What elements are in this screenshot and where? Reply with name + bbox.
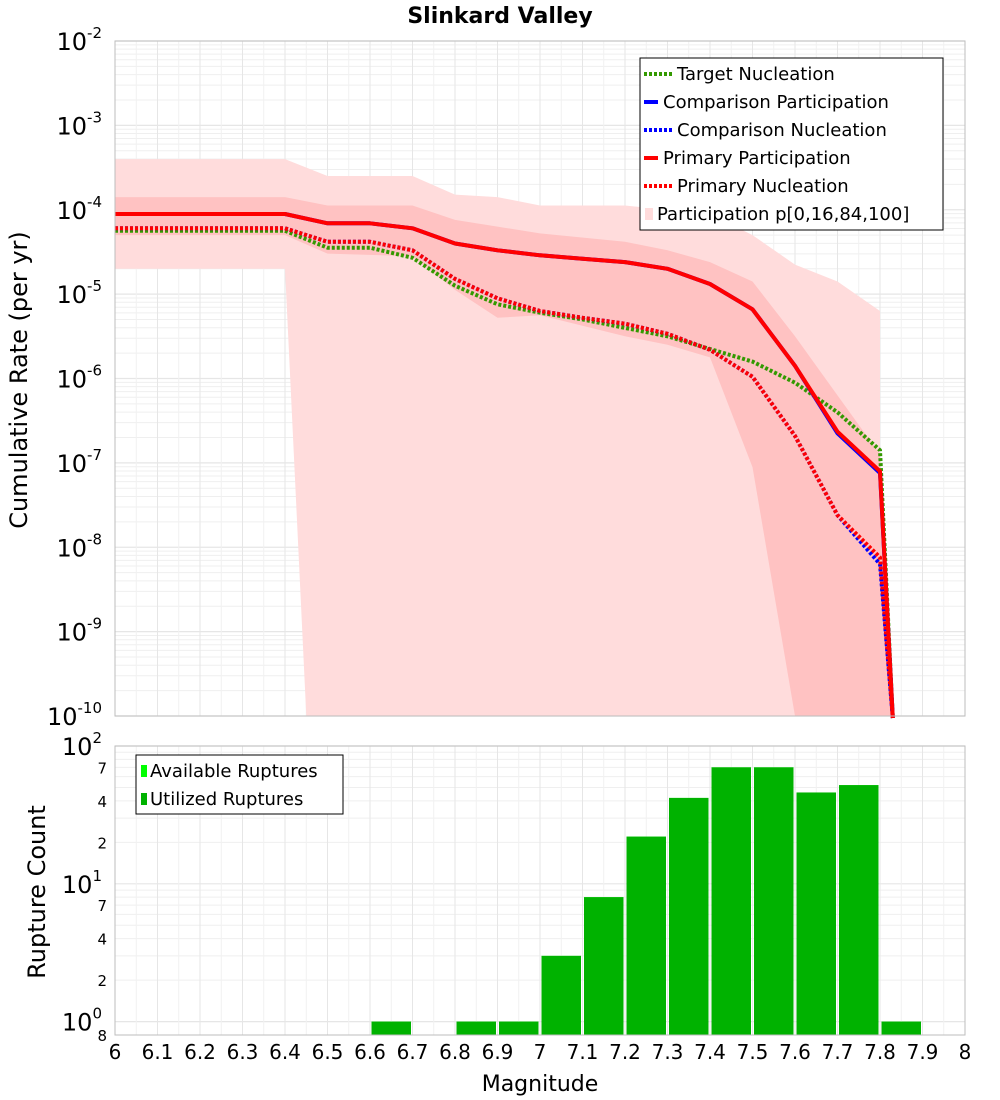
bar-utilized-ruptures <box>669 797 709 1035</box>
rate-legend-box <box>639 57 944 231</box>
legend-label: Comparison Nucleation <box>677 120 887 141</box>
rate-y-tick-label: 10-6 <box>56 362 102 394</box>
rate-y-tick-label: 10-10 <box>47 699 102 731</box>
bar-utilized-ruptures <box>796 792 836 1035</box>
rate-plot-frame <box>114 40 966 717</box>
rupture-y-minor-tick-label: 7 <box>97 759 107 777</box>
magnitude-tick-label: 6.6 <box>354 1040 386 1064</box>
rate-y-tick-label: 10-2 <box>56 24 102 56</box>
rate-y-tick-label: 10-5 <box>56 277 102 309</box>
magnitude-tick-label: 7.9 <box>907 1040 939 1064</box>
magnitude-tick-label: 6.8 <box>439 1040 471 1064</box>
magnitude-tick-label: 7.3 <box>652 1040 684 1064</box>
magnitude-x-axis-label: Magnitude <box>482 1072 599 1097</box>
bar-utilized-ruptures <box>456 1021 496 1035</box>
magnitude-tick-label: 7.4 <box>694 1040 726 1064</box>
legend-swatch <box>645 208 653 220</box>
series-primary-nucleation <box>115 226 895 719</box>
rupture-y-axis-label: Rupture Count <box>23 805 51 979</box>
rate-y-tick-label: 10-9 <box>56 615 102 647</box>
bar-utilized-ruptures <box>711 767 751 1035</box>
legend-label: Available Ruptures <box>150 761 318 782</box>
magnitude-tick-label: 7.6 <box>779 1040 811 1064</box>
rupture-legend-box <box>135 754 344 815</box>
rupture-y-minor-tick-label: 8 <box>97 1027 107 1045</box>
rupture-y-minor-tick-label: 4 <box>97 793 107 811</box>
rate-y-tick-label: 10-3 <box>56 108 102 140</box>
rupture-y-major-tick-label: 101 <box>62 867 102 899</box>
magnitude-tick-label: 7.7 <box>822 1040 854 1064</box>
bar-utilized-ruptures <box>754 767 794 1035</box>
magnitude-tick-label: 6.3 <box>227 1040 259 1064</box>
bar-utilized-ruptures <box>584 897 624 1035</box>
rate-y-axis-label: Cumulative Rate (per yr) <box>5 231 33 529</box>
rupture-bars <box>371 767 921 1035</box>
legend-label: Primary Nucleation <box>677 176 849 197</box>
legend-label: Participation p[0,16,84,100] <box>657 204 909 225</box>
legend-swatch <box>141 765 147 777</box>
legend-label: Comparison Participation <box>663 92 889 113</box>
rupture-y-minor-tick-label: 7 <box>97 897 107 915</box>
rupture-y-tick-labels: 102 101 100 7 4 2 7 4 2 8 <box>62 729 107 1045</box>
rupture-y-major-tick-label: 100 <box>62 1005 102 1037</box>
rate-plot: 10-2 10-3 10-4 10-5 10-6 10-7 10-8 10-9 10-10 Sl… <box>5 4 966 731</box>
rupture-plot-frame <box>114 745 966 1036</box>
magnitude-x-tick-labels: 6 6.1 6.2 6.3 6.4 6.5 6.6 6.7 6.8 6.9 7 7.1 7.2 7.3 7.… <box>109 1040 972 1064</box>
magnitude-tick-label: 6.2 <box>184 1040 216 1064</box>
rate-y-tick-labels: 10-2 10-3 10-4 10-5 10-6 10-7 10-8 10-9 10-10 <box>47 24 102 731</box>
magnitude-tick-label: 8 <box>959 1040 972 1064</box>
legend-label: Target Nucleation <box>676 64 835 85</box>
rupture-y-minor-tick-label: 4 <box>97 931 107 949</box>
participation-bands <box>115 159 893 717</box>
magnitude-tick-label: 6 <box>109 1040 122 1064</box>
rupture-y-major-tick-label: 102 <box>62 729 102 761</box>
bar-utilized-ruptures <box>881 1021 921 1035</box>
rate-legend: Target Nucleation Comparison Participatio… <box>639 57 944 231</box>
chart-title: Slinkard Valley <box>407 4 592 29</box>
rupture-y-minor-tick-label: 2 <box>97 972 107 990</box>
rate-y-tick-label: 10-4 <box>56 193 102 225</box>
bar-utilized-ruptures <box>839 785 879 1035</box>
magnitude-tick-label: 7.2 <box>609 1040 641 1064</box>
magnitude-tick-label: 6.5 <box>312 1040 344 1064</box>
legend-swatch <box>141 793 147 805</box>
magnitude-tick-label: 7.5 <box>737 1040 769 1064</box>
legend-label: Primary Participation <box>663 148 851 169</box>
magnitude-tick-label: 6.4 <box>269 1040 301 1064</box>
magnitude-tick-label: 7.1 <box>567 1040 599 1064</box>
series-target-nucleation <box>115 228 895 719</box>
magnitude-tick-label: 6.1 <box>142 1040 174 1064</box>
bar-utilized-ruptures <box>371 1021 411 1035</box>
band-inner <box>115 197 893 717</box>
series-primary-participation <box>115 212 895 719</box>
bar-utilized-ruptures <box>626 836 666 1035</box>
magnitude-tick-label: 7.8 <box>864 1040 896 1064</box>
legend-label: Utilized Ruptures <box>150 789 303 810</box>
rate-y-tick-label: 10-7 <box>56 446 102 478</box>
magnitude-tick-label: 7 <box>534 1040 547 1064</box>
rate-y-tick-label: 10-8 <box>56 530 102 562</box>
magnitude-tick-label: 6.9 <box>482 1040 514 1064</box>
bar-utilized-ruptures <box>541 955 581 1035</box>
bar-utilized-ruptures <box>499 1021 539 1035</box>
rupture-y-minor-tick-label: 2 <box>97 834 107 852</box>
magnitude-tick-label: 6.7 <box>397 1040 429 1064</box>
rate-series-lines <box>115 212 895 719</box>
rupture-legend: Available Ruptures Utilized Ruptures <box>135 754 344 815</box>
